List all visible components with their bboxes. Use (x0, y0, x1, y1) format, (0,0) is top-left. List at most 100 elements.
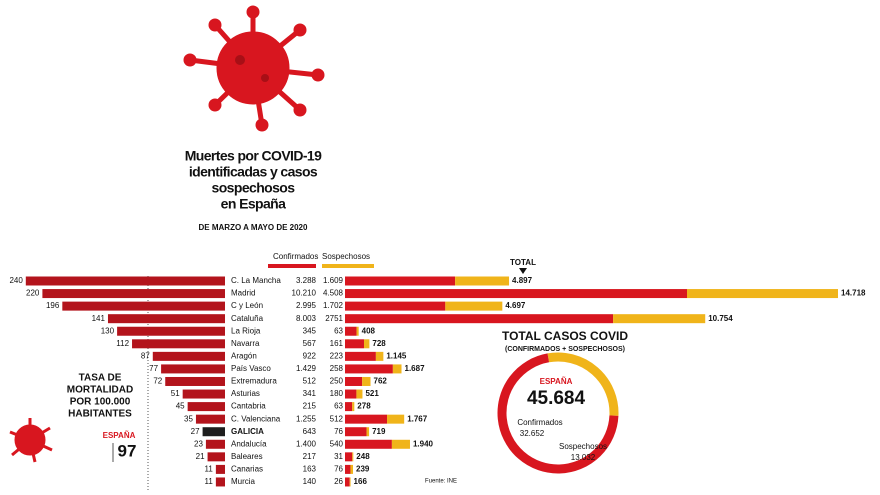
suspected-bar (349, 477, 351, 487)
suspected-bar (352, 402, 355, 412)
confirmed-label: 215 (303, 402, 317, 411)
suspected-label: 512 (330, 414, 344, 423)
mortality-bar (152, 351, 225, 361)
mortality-bar (202, 427, 225, 437)
mortality-label: 72 (153, 377, 162, 386)
donut-total: 45.684 (527, 388, 586, 409)
region-label: C. Valenciana (231, 414, 281, 423)
region-label: Baleares (231, 452, 263, 461)
note-line: POR 100.000 (70, 397, 131, 408)
region-label: Navarra (231, 339, 260, 348)
note-line: TASA DE (79, 373, 122, 384)
mortality-bar (205, 439, 225, 449)
mortality-label: 220 (26, 289, 40, 298)
suspected-bar (455, 276, 510, 286)
mortality-bar (161, 364, 225, 374)
virus-illustration (183, 5, 325, 132)
confirmed-label: 1.255 (296, 414, 317, 423)
suspected-label: 63 (334, 402, 343, 411)
region-label: Aragón (231, 351, 257, 360)
mortality-bar (132, 339, 225, 349)
region-label: Murcia (231, 477, 256, 486)
region-label: Cantabria (231, 402, 266, 411)
mortality-label: 77 (149, 364, 158, 373)
confirmed-label: 922 (303, 351, 317, 360)
mortality-bar (42, 289, 226, 299)
mortality-bar (117, 326, 225, 336)
total-label: 10.754 (708, 314, 733, 323)
mortality-label: 51 (171, 389, 180, 398)
column-underline (322, 264, 374, 268)
suspected-label: 540 (330, 439, 344, 448)
total-label: 166 (354, 477, 368, 486)
suspected-label: 250 (330, 377, 344, 386)
mortality-label: 27 (191, 427, 200, 436)
mortality-bar (207, 452, 225, 462)
total-label: 4.697 (505, 301, 526, 310)
region-label: Cataluña (231, 314, 264, 323)
total-label: 239 (356, 465, 370, 474)
total-label: 408 (362, 326, 376, 335)
mortality-bar (215, 464, 225, 474)
mortality-bar (25, 276, 225, 286)
confirmed-label: 345 (303, 326, 317, 335)
suspected-label: 4.508 (323, 289, 344, 298)
mortality-label: 11 (205, 465, 214, 474)
donut-confirmed-value: 32.652 (520, 429, 545, 438)
mortality-bar (187, 402, 225, 412)
donut-suspected (547, 352, 619, 416)
mortality-label: 196 (46, 301, 60, 310)
suspected-label: 1.702 (323, 301, 344, 310)
confirmed-label: 643 (303, 427, 317, 436)
donut-confirmed-title: Confirmados (517, 418, 562, 427)
note-line: HABITANTES (68, 409, 132, 420)
donut-suspected-title: Sospechosos (559, 442, 607, 451)
title-line: identificadas y casos (189, 164, 318, 180)
confirmed-bar (345, 389, 357, 399)
mortality-label: 11 (205, 477, 214, 486)
confirmed-label: 163 (303, 465, 317, 474)
mortality-bar (165, 376, 225, 386)
mortality-label: 130 (101, 326, 115, 335)
confirmed-label: 8.003 (296, 314, 317, 323)
region-label: C y León (231, 301, 263, 310)
total-label: 728 (372, 339, 386, 348)
mortality-label: 87 (141, 351, 150, 360)
confirmed-bar (345, 301, 446, 311)
spain-mortality: 97 (118, 441, 137, 460)
total-label: 1.767 (407, 414, 428, 423)
confirmed-bar (345, 452, 353, 462)
confirmed-bar (345, 477, 350, 487)
total-label: 248 (356, 452, 370, 461)
suspected-label: 180 (330, 389, 344, 398)
suspected-label: 1.609 (323, 276, 344, 285)
spain-label: ESPAÑA (103, 431, 136, 440)
suspected-bar (363, 339, 370, 349)
confirmed-label: 512 (303, 377, 317, 386)
region-label: Madrid (231, 289, 255, 298)
total-label: 1.687 (405, 364, 426, 373)
confirmed-label: 2.995 (296, 301, 317, 310)
mortality-label: 112 (116, 339, 129, 348)
total-label: 521 (365, 389, 379, 398)
confirmed-bar (345, 414, 388, 424)
mortality-label: 141 (92, 314, 106, 323)
total-label: 1.145 (386, 351, 407, 360)
small-virus (9, 418, 53, 463)
confirmed-label: 10.210 (292, 289, 317, 298)
suspected-label: 161 (330, 339, 344, 348)
title-line: Muertes por COVID-19 (185, 148, 322, 164)
suspected-bar (387, 414, 405, 424)
region-label: C. La Mancha (231, 276, 281, 285)
suspected-bar (356, 389, 363, 399)
total-label: 719 (372, 427, 386, 436)
confirmed-bar (345, 289, 687, 299)
suspected-label: 26 (334, 477, 343, 486)
column-header: TOTAL (510, 258, 536, 267)
title-line: en España (221, 196, 286, 212)
suspected-bar (362, 376, 371, 386)
total-label: 762 (374, 377, 388, 386)
